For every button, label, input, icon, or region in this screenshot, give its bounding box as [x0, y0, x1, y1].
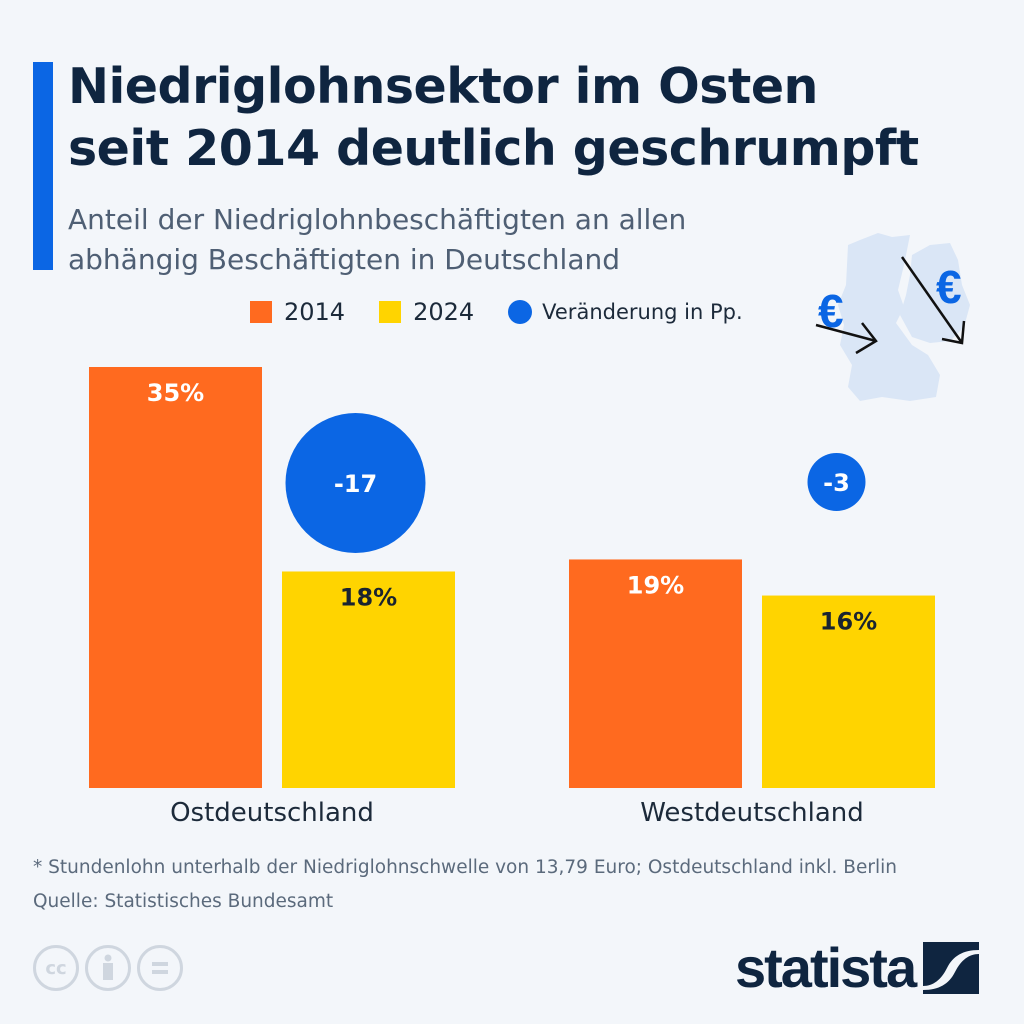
germany-map-illustration: € € — [815, 233, 970, 401]
equals-glyph — [152, 962, 168, 974]
legend-label-change: Veränderung in Pp. — [542, 300, 743, 324]
footnote-block: * Stundenlohn unterhalb der Niedriglohns… — [33, 851, 897, 919]
subtitle: Anteil der Niedriglohnbeschäftigten an a… — [68, 200, 686, 280]
legend-item-change: Veränderung in Pp. — [508, 300, 743, 324]
bar-westdeutschland-2014 — [569, 559, 742, 788]
category-label-westdeutschland: Westdeutschland — [640, 798, 864, 828]
change-label-ostdeutschland: -17 — [334, 470, 377, 498]
legend-label-2014: 2014 — [284, 298, 346, 326]
bar-chart: 35% 18% -17 Ostdeutschland 19% 16% -3 Westdeuts… — [89, 367, 935, 828]
data-label-westdeutschland-2024: 16% — [820, 608, 877, 636]
change-bubble-westdeutschland — [807, 453, 866, 511]
legend: 2014 2024 Veränderung in Pp. — [250, 298, 777, 326]
statista-logo[interactable]: statista — [735, 935, 980, 1000]
east-germany-shape — [900, 243, 970, 343]
legend-item-2014: 2014 — [250, 298, 345, 326]
license-icons: cc — [33, 945, 189, 991]
bar-ostdeutschland-2024 — [282, 571, 455, 788]
title-line-2: seit 2014 deutlich geschrumpft — [68, 120, 919, 177]
footnote: * Stundenlohn unterhalb der Niedriglohns… — [33, 857, 897, 878]
legend-swatch-2014 — [250, 301, 272, 323]
attribution-icon — [85, 945, 131, 991]
category-label-ostdeutschland: Ostdeutschland — [170, 798, 374, 828]
legend-item-2024: 2024 — [379, 298, 474, 326]
legend-label-2024: 2024 — [413, 298, 475, 326]
data-label-ostdeutschland-2024: 18% — [340, 583, 397, 611]
subtitle-line-2: abhängig Beschäftigten in Deutschland — [68, 243, 621, 276]
change-label-westdeutschland: -3 — [823, 469, 850, 497]
title-line-1: Niedriglohnsektor im Osten — [68, 58, 818, 115]
bar-westdeutschland-2024 — [762, 595, 935, 788]
arrow-west-icon — [815, 322, 878, 355]
bar-ostdeutschland-2014 — [89, 367, 262, 788]
source: Quelle: Statistisches Bundesamt — [33, 891, 334, 912]
accent-bar — [33, 62, 53, 270]
legend-dot-change — [508, 300, 533, 324]
arrow-east-icon — [900, 256, 966, 345]
statista-wordmark: statista — [735, 936, 917, 999]
data-label-ostdeutschland-2014: 35% — [147, 379, 204, 407]
euro-icon-east: € — [936, 261, 962, 313]
subtitle-line-1: Anteil der Niedriglohnbeschäftigten an a… — [68, 203, 687, 236]
cc-icon: cc — [33, 945, 79, 991]
change-bubble-ostdeutschland — [285, 413, 426, 553]
cc-icon-label: cc — [45, 957, 67, 979]
no-derivatives-icon — [137, 945, 183, 991]
legend-swatch-2024 — [379, 301, 402, 323]
data-label-westdeutschland-2014: 19% — [627, 571, 684, 599]
west-germany-shape — [838, 233, 940, 401]
page-title: Niedriglohnsektor im Osten seit 2014 deu… — [68, 56, 919, 180]
statista-logo-icon — [923, 941, 980, 994]
person-glyph — [103, 954, 113, 980]
